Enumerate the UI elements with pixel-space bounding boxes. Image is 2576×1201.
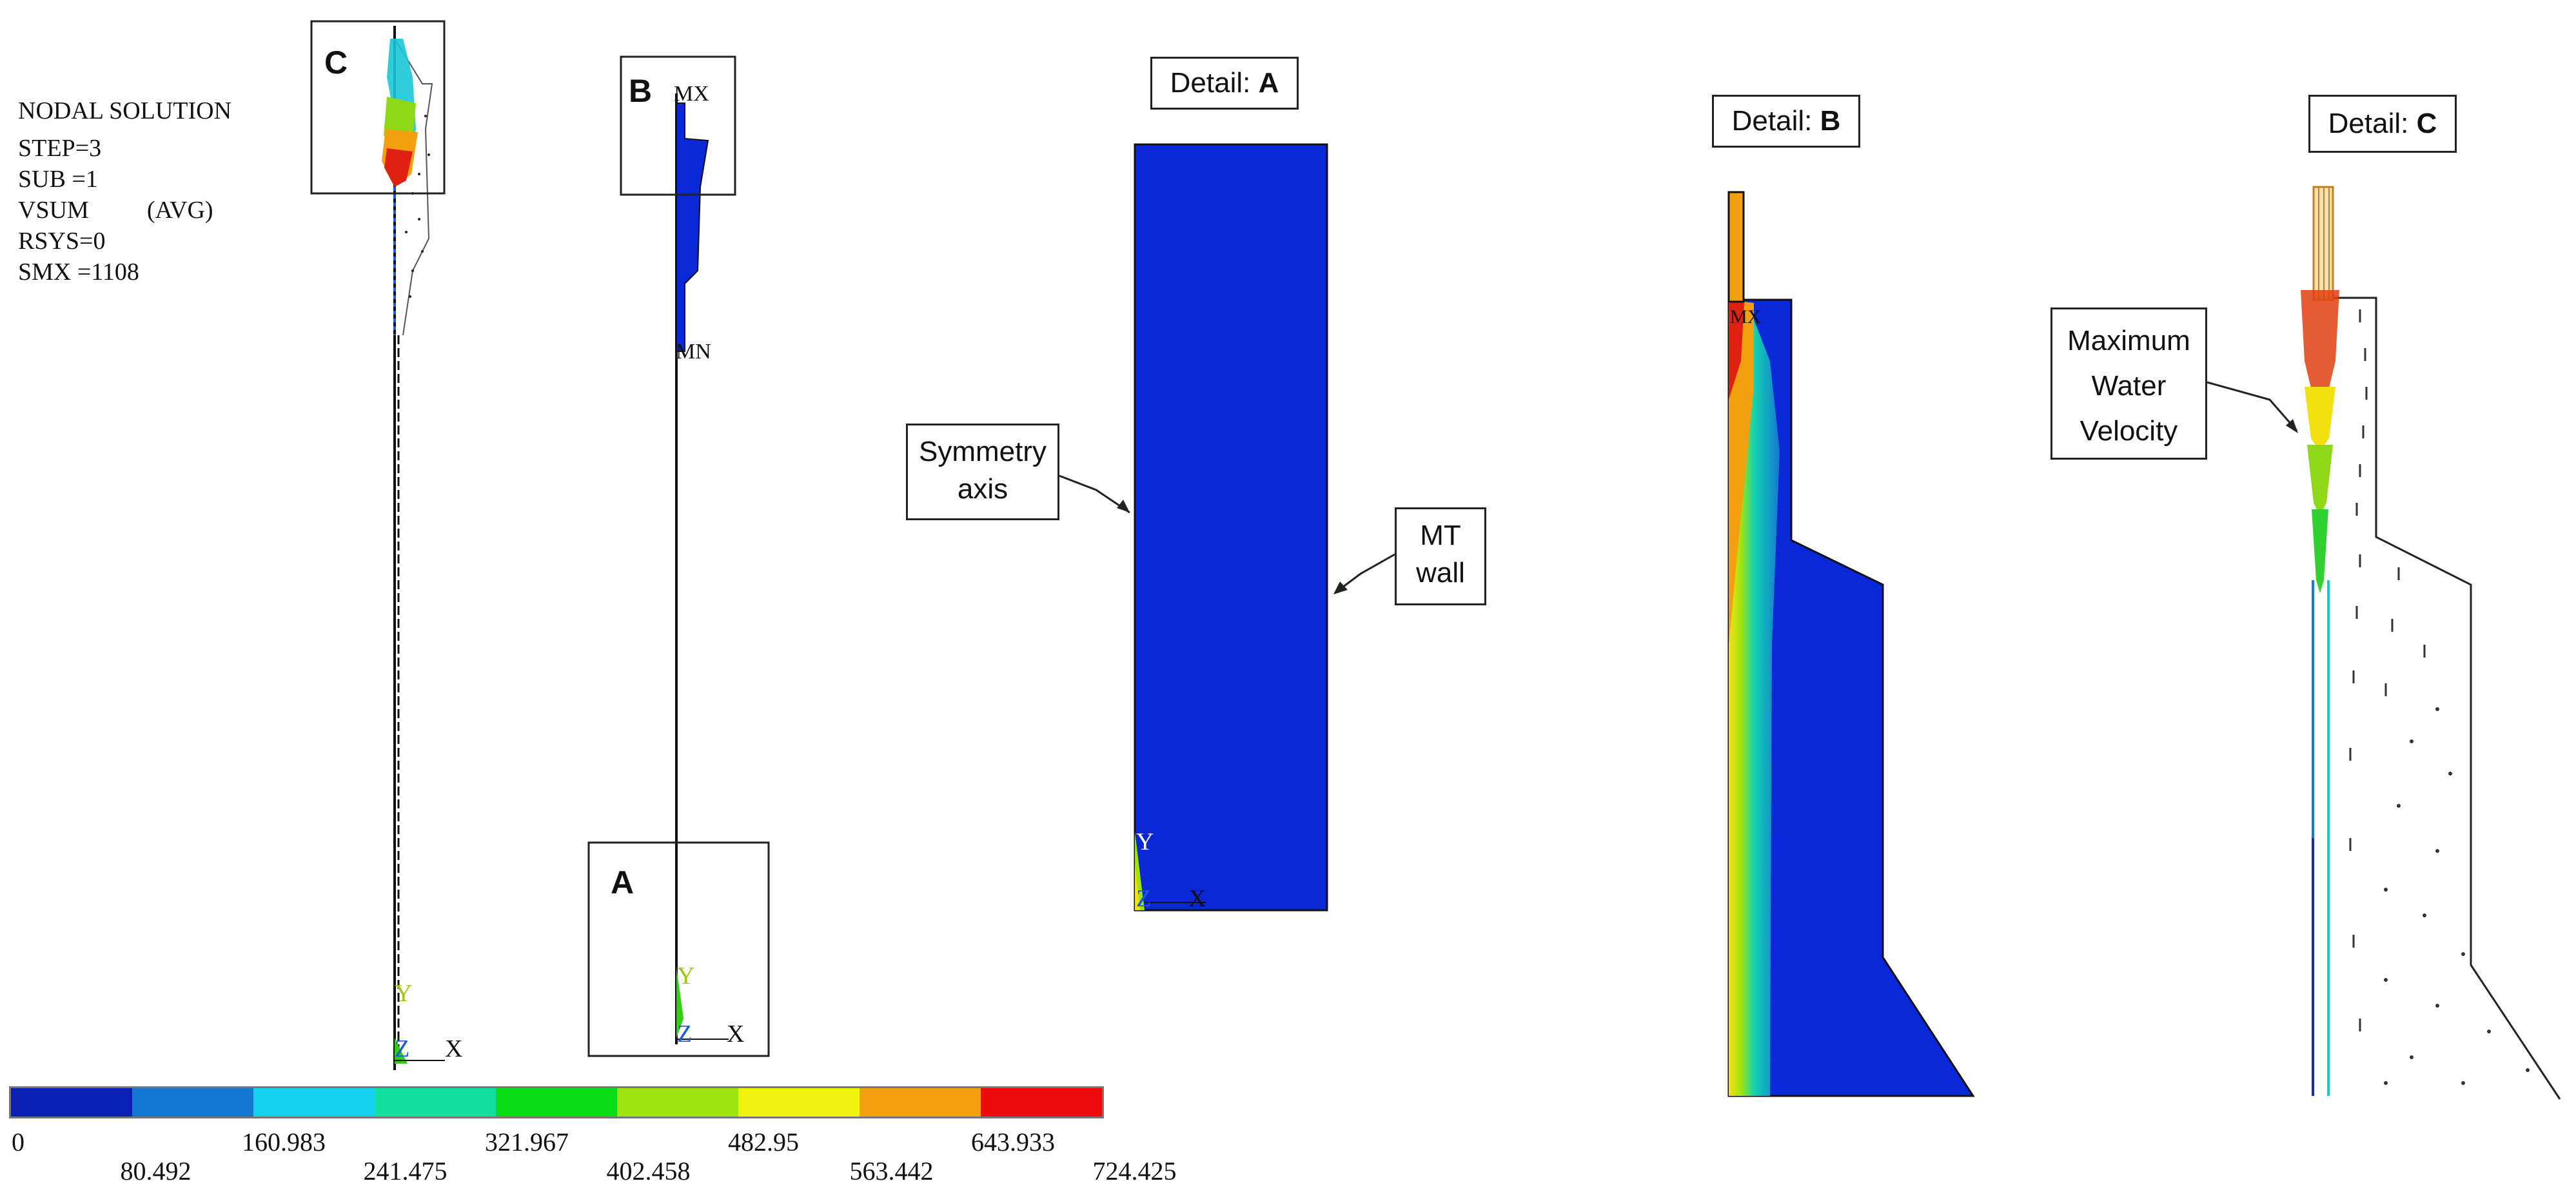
detail-b-drawing: [1727, 191, 1975, 1097]
detail-c-prefix: Detail:: [2328, 108, 2417, 139]
box-c: [310, 20, 446, 195]
box-b: [620, 55, 736, 196]
symmetry-axis-leader: [1059, 474, 1130, 514]
info-title: NODAL SOLUTION: [18, 97, 232, 124]
mt-wall-callout: MT wall: [1395, 507, 1486, 605]
legend-value-3: 241.475: [363, 1157, 447, 1186]
legend-swatch-7: [860, 1088, 981, 1117]
legend-value-2: 160.983: [242, 1128, 326, 1157]
detail-a-axis-z: Z: [1136, 885, 1152, 912]
info-vsum-label: VSUM: [18, 197, 89, 224]
legend-value-8: 643.933: [971, 1128, 1055, 1157]
legend-value-0: 0: [12, 1128, 25, 1157]
detail-a-axis-y: Y: [1136, 828, 1154, 855]
info-avg-label: (AVG): [146, 197, 213, 224]
max-velocity-leader: [2207, 381, 2298, 431]
legend-value-5: 402.458: [606, 1157, 691, 1186]
mid-axis-x: X: [727, 1020, 745, 1048]
mid-axis-z: Z: [677, 1020, 693, 1048]
nodal-solution-info: NODAL SOLUTION STEP=3 SUB =1 VSUM (AVG) R…: [18, 95, 231, 288]
detail-c-letter: C: [2416, 108, 2437, 139]
legend-swatch-4: [496, 1088, 617, 1117]
legend-swatch-6: [738, 1088, 860, 1117]
legend-swatch-0: [11, 1088, 132, 1117]
legend-swatch-3: [375, 1088, 496, 1117]
legend-swatch-5: [617, 1088, 738, 1117]
legend-value-1: 80.492: [120, 1157, 192, 1186]
left-contour-view: [675, 93, 729, 1044]
detail-b-max-marker: MX: [1730, 306, 1762, 327]
detail-a-letter: A: [1258, 67, 1279, 99]
detail-b-prefix: Detail:: [1731, 105, 1820, 137]
mid-axis-y: Y: [677, 962, 695, 990]
max-water-velocity-callout: Maximum Water Velocity: [2050, 308, 2207, 460]
legend-value-4: 321.967: [485, 1128, 569, 1157]
left-axis-y: Y: [395, 980, 413, 1007]
info-vsum: VSUM (AVG): [18, 195, 231, 226]
symmetry-line2: axis: [957, 473, 1008, 505]
info-smx: SMX =1108: [18, 259, 139, 286]
box-a: [587, 841, 770, 1057]
max-marker-label: MX: [674, 82, 709, 106]
min-marker-label: MN: [676, 340, 711, 364]
legend-swatch-8: [981, 1088, 1102, 1117]
detail-c-drawing: [2301, 186, 2561, 1100]
detail-b-letter: B: [1820, 105, 1841, 137]
mt-line1: MT: [1420, 520, 1461, 551]
info-sub: SUB =1: [18, 166, 98, 193]
info-step: STEP=3: [18, 135, 102, 162]
max-line1: Maximum: [2067, 325, 2190, 356]
detail-c-title: Detail: C: [2308, 95, 2457, 153]
legend-swatch-1: [132, 1088, 253, 1117]
detail-a-title: Detail: A: [1150, 57, 1299, 110]
symmetry-arrowhead-icon: [1117, 500, 1130, 513]
left-vector-view: [382, 26, 445, 1070]
left-axis-z: Z: [395, 1035, 410, 1062]
mt-line2: wall: [1416, 557, 1465, 589]
symmetry-line1: Symmetry: [919, 436, 1047, 467]
box-b-label: B: [629, 73, 653, 109]
max-line2: Water: [2091, 370, 2167, 402]
box-c-label: C: [324, 44, 348, 81]
box-a-label: A: [611, 864, 634, 901]
info-rsys: RSYS=0: [18, 228, 106, 255]
detail-a-prefix: Detail:: [1170, 67, 1259, 99]
legend-value-9: 724.425: [1092, 1157, 1177, 1186]
mt-wall-arrowhead-icon: [1333, 581, 1348, 594]
legend-swatch-2: [253, 1088, 375, 1117]
detail-b-title: Detail: B: [1712, 95, 1860, 148]
left-axis-x: X: [445, 1035, 463, 1062]
symmetry-axis-callout: Symmetry axis: [906, 424, 1059, 520]
detail-a-axis-x: X: [1188, 885, 1206, 912]
max-velocity-arrowhead-icon: [2286, 419, 2298, 433]
legend-value-7: 563.442: [849, 1157, 934, 1186]
color-legend-bar: [9, 1086, 1104, 1118]
detail-a-drawing: [1134, 143, 1328, 912]
legend-value-6: 482.95: [728, 1128, 799, 1157]
max-line3: Velocity: [2079, 415, 2178, 447]
